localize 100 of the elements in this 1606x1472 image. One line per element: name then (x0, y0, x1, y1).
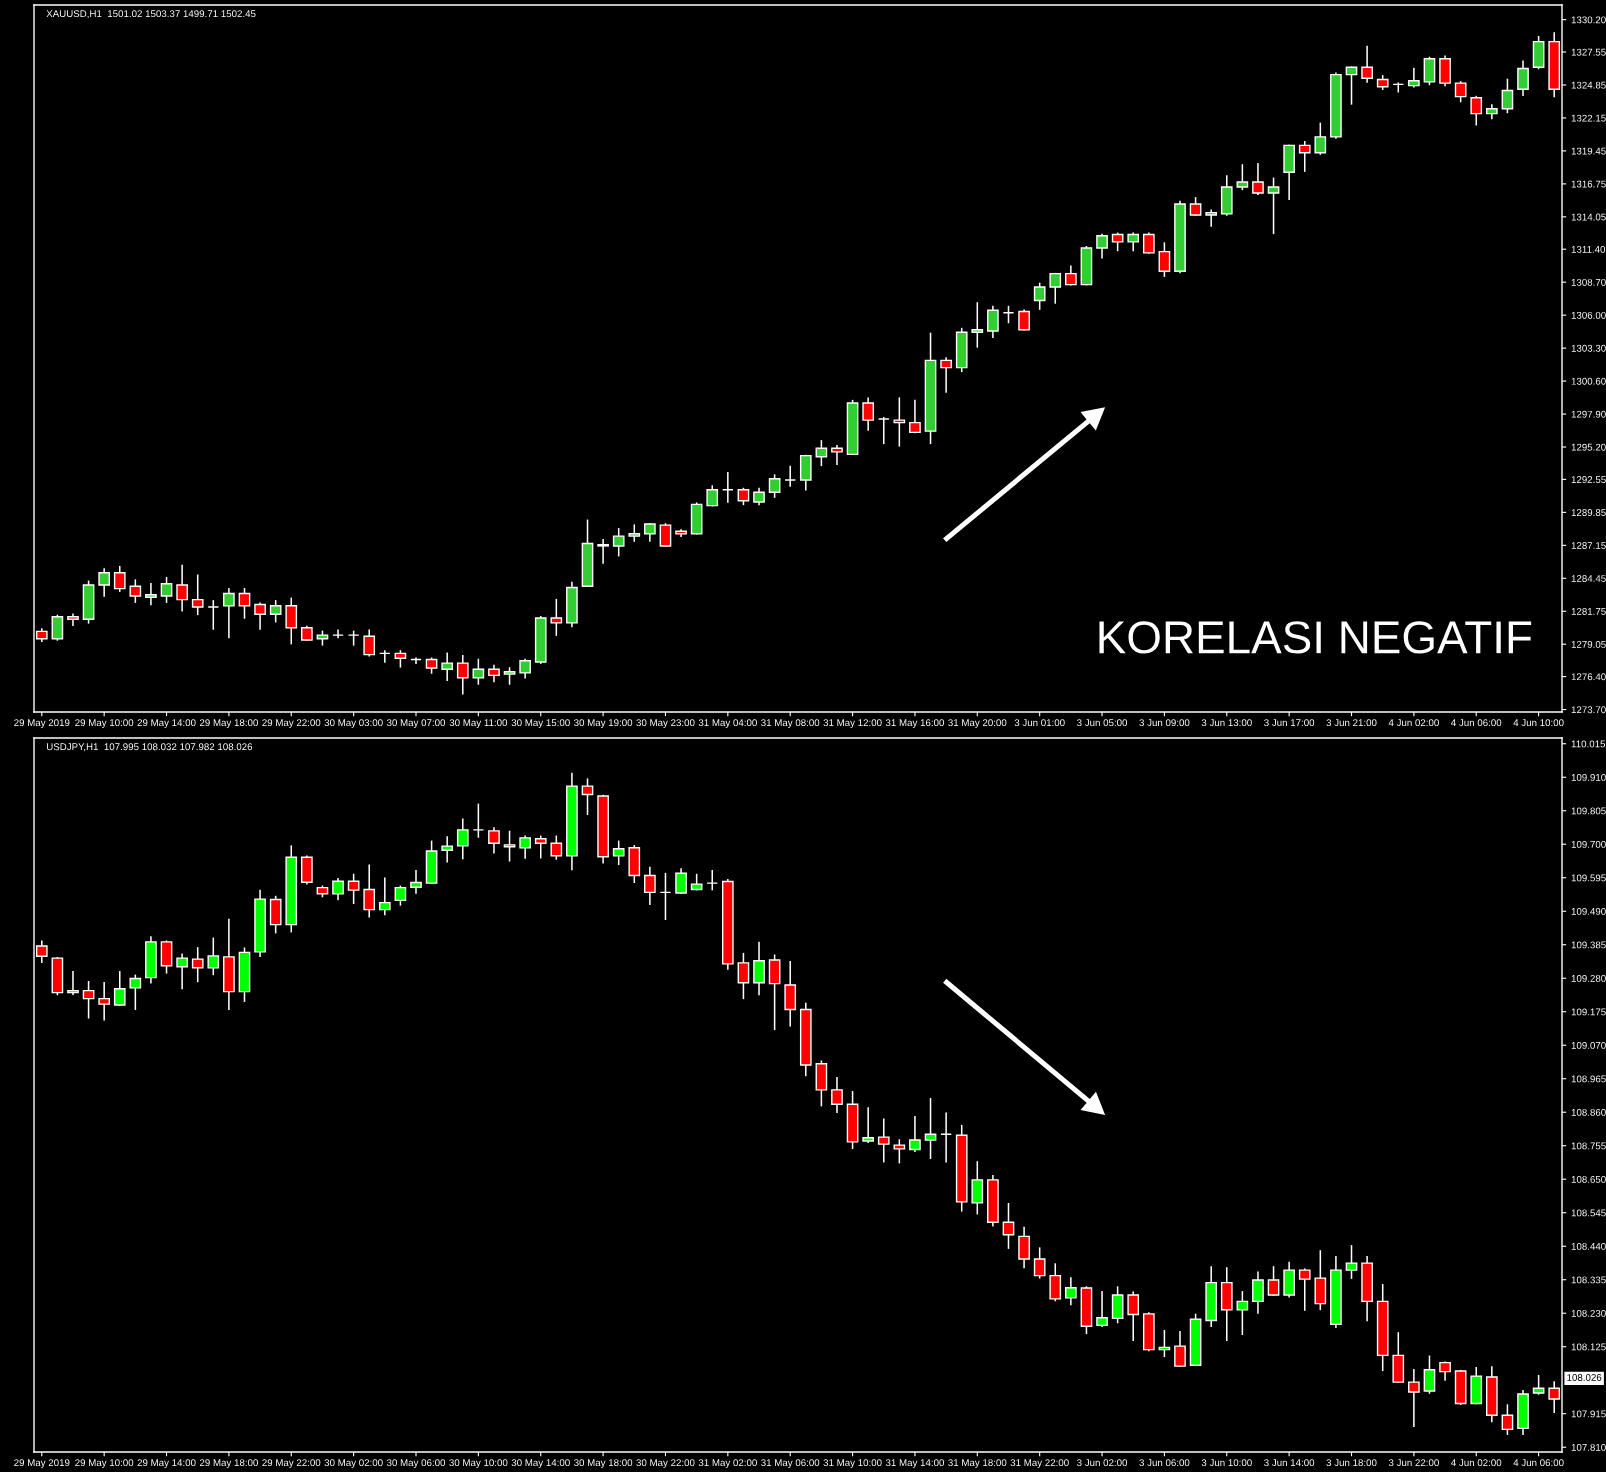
candlestick (877, 416, 890, 445)
candlestick (519, 835, 531, 859)
y-tick-label: 1300.60 (1571, 377, 1606, 385)
x-tick-label: 30 May 14:00 (511, 1459, 570, 1469)
x-tick-label: 31 May 08:00 (761, 719, 820, 729)
x-tick-label: 3 Jun 17:00 (1264, 719, 1315, 727)
y-tick-label: 108.650 (1571, 1175, 1606, 1183)
candlestick (160, 940, 173, 974)
candlestick (332, 629, 344, 639)
candlestick (98, 981, 111, 1021)
candlestick (987, 305, 999, 338)
y-tick-label: 1284.45 (1571, 575, 1606, 582)
candlestick (191, 947, 204, 983)
x-tick-label: 4 Jun 06:00 (1513, 1459, 1564, 1467)
candlestick (285, 597, 298, 645)
candlestick (1298, 1268, 1311, 1311)
x-tick-label: 29 May 10:00 (75, 719, 134, 729)
candlestick (1018, 1226, 1030, 1269)
candlestick (612, 528, 625, 557)
candlestick (831, 1077, 843, 1113)
y-tick-label: 109.385 (1571, 941, 1606, 949)
candlestick (1096, 233, 1108, 259)
y-tick-label: 108.440 (1571, 1242, 1606, 1250)
y-tick-label: 108.125 (1571, 1343, 1606, 1351)
y-tick-label: 1289.85 (1571, 509, 1606, 516)
y-tick-label: 108.965 (1571, 1075, 1606, 1083)
y-tick-label: 109.910 (1571, 773, 1606, 781)
candlestick (721, 471, 734, 503)
x-tick-label: 3 Jun 02:00 (1077, 1459, 1128, 1467)
x-tick-label: 31 May 12:00 (823, 719, 882, 729)
candlestick (441, 652, 454, 682)
x-tick-label: 30 May 19:00 (574, 719, 633, 729)
y-tick-label: 1297.90 (1571, 410, 1606, 418)
candlestick (160, 576, 173, 603)
candlestick (82, 980, 95, 1019)
candlestick (269, 600, 282, 623)
candlestick (238, 587, 251, 619)
candlestick (597, 539, 609, 564)
y-tick-label: 108.755 (1571, 1142, 1606, 1150)
x-tick-label: 30 May 02:00 (324, 1459, 383, 1469)
candlestick (1267, 1266, 1280, 1296)
candlestick (113, 565, 126, 592)
y-tick-label: 1330.20 (1571, 16, 1606, 24)
candlestick (1111, 1286, 1124, 1324)
candlestick (519, 658, 531, 679)
x-tick-label: 29 May 14:00 (137, 1459, 196, 1469)
x-tick-label: 29 May 10:00 (75, 1459, 134, 1469)
candlestick (1033, 282, 1046, 310)
x-tick-label: 31 May 14:00 (885, 1459, 945, 1469)
candlestick (1423, 1355, 1436, 1394)
x-tick-label: 29 May 2019 (14, 719, 70, 729)
x-tick-label: 3 Jun 13:00 (1201, 719, 1252, 727)
candlestick (737, 952, 750, 1000)
x-tick-label: 4 Jun 02:00 (1388, 719, 1439, 727)
x-tick-label: 3 Jun 06:00 (1139, 1459, 1190, 1467)
candlestick (1314, 122, 1327, 155)
candlestick (1267, 177, 1280, 235)
candlestick (129, 974, 142, 1010)
candlestick (581, 778, 594, 816)
candlestick (176, 564, 188, 612)
candlestick (176, 953, 188, 990)
text: 108.026 (1567, 1374, 1602, 1381)
x-tick-label: 4 Jun 06:00 (1451, 719, 1502, 727)
y-tick-label: 1322.15 (1571, 114, 1606, 122)
chart-title: USDJPY,H1 107.995 108.032 107.982 108.026 (46, 743, 253, 752)
candlestick (1096, 1291, 1108, 1328)
candlestick (644, 866, 656, 905)
x-tick-label: 3 Jun 01:00 (1014, 719, 1065, 727)
candlestick (862, 397, 875, 431)
x-tick-label: 30 May 10:00 (449, 1459, 508, 1469)
candlestick (254, 602, 266, 630)
candlestick (1454, 81, 1467, 103)
candlestick (1501, 1404, 1514, 1435)
y-tick-label: 107.810 (1571, 1443, 1606, 1451)
x-tick-label: 29 May 18:00 (199, 719, 258, 729)
candlestick (1252, 1271, 1264, 1314)
candlestick (1142, 232, 1155, 254)
candlestick (113, 971, 126, 1006)
candlestick (1236, 164, 1249, 191)
x-tick-label: 31 May 06:00 (761, 1459, 820, 1469)
candlestick (768, 474, 781, 498)
candlestick (971, 302, 984, 348)
candlestick (909, 399, 921, 434)
candlestick (347, 873, 360, 905)
x-tick-label: 29 May 22:00 (262, 719, 321, 729)
candlestick (940, 357, 952, 393)
candlestick (145, 583, 157, 606)
x-tick-label: 30 May 06:00 (386, 1459, 446, 1469)
candlestick (332, 877, 344, 901)
x-tick-label: 30 May 18:00 (574, 1459, 633, 1469)
candlestick (1345, 1245, 1358, 1279)
annotation: KORELASI NEGATIF (1099, 621, 1532, 654)
x-tick-label: 30 May 03:00 (324, 719, 383, 729)
y-tick-label: 1319.45 (1571, 147, 1606, 155)
candlestick (706, 485, 719, 507)
x-tick-label: 29 May 22:00 (262, 1459, 321, 1469)
candlestick (1205, 209, 1218, 227)
candlestick (1408, 67, 1420, 88)
x-tick-label: 3 Jun 10:00 (1201, 1459, 1252, 1467)
candlestick (1158, 242, 1171, 277)
